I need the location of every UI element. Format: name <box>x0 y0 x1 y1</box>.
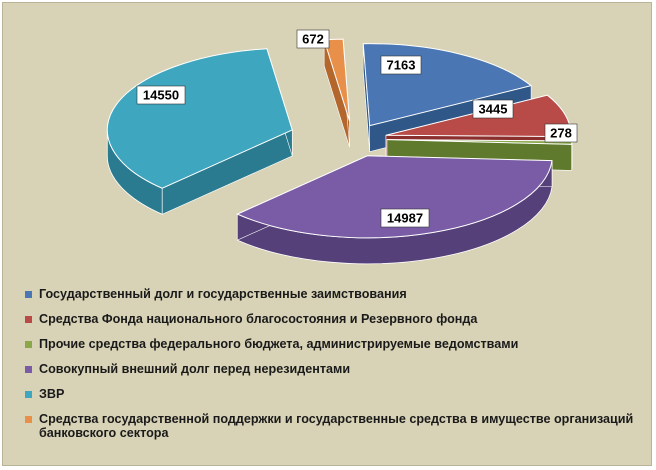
data-label-1: 3445 <box>472 99 514 119</box>
legend-swatch <box>25 366 32 373</box>
data-label-3: 14987 <box>380 208 430 228</box>
legend-item-0: Государственный долг и государственные з… <box>25 287 650 301</box>
legend-label: Совокупный внешний долг перед нерезидент… <box>39 362 351 376</box>
legend-swatch <box>25 391 32 398</box>
legend-item-1: Средства Фонда национального благосостоя… <box>25 312 650 326</box>
data-label-0: 7163 <box>380 55 422 75</box>
legend-swatch <box>25 341 32 348</box>
data-label-5: 672 <box>296 29 330 49</box>
svg-text:14987: 14987 <box>387 211 423 226</box>
data-label-2: 278 <box>544 123 578 143</box>
legend-swatch <box>25 291 32 298</box>
chart-area: 7163 3445 278 14987 14550 672 Государственный… <box>2 2 652 466</box>
legend-item-5: Средства государственной поддержки и гос… <box>25 412 650 440</box>
legend-item-2: Прочие средства федерального бюджета, ад… <box>25 337 650 351</box>
legend-label: Прочие средства федерального бюджета, ад… <box>39 337 519 351</box>
legend-swatch <box>25 316 32 323</box>
legend-label: Средства государственной поддержки и гос… <box>39 412 634 440</box>
legend-item-4: ЗВР <box>25 387 650 401</box>
svg-text:7163: 7163 <box>387 58 416 73</box>
pie-slice-5 <box>323 38 351 148</box>
legend-swatch <box>25 416 32 423</box>
svg-text:672: 672 <box>302 32 324 47</box>
legend-item-3: Совокупный внешний долг перед нерезидент… <box>25 362 650 376</box>
svg-text:14550: 14550 <box>143 88 179 103</box>
legend-label: ЗВР <box>39 387 65 401</box>
svg-text:278: 278 <box>550 126 572 141</box>
legend: Государственный долг и государственные з… <box>25 287 650 451</box>
legend-label: Государственный долг и государственные з… <box>39 287 407 301</box>
legend-label: Средства Фонда национального благосостоя… <box>39 312 478 326</box>
pie-slice-3 <box>236 155 553 265</box>
data-label-4: 14550 <box>136 85 186 105</box>
pie-chart: 7163 3445 278 14987 14550 672 <box>106 29 578 265</box>
pie-slice-4 <box>106 48 293 215</box>
svg-text:3445: 3445 <box>479 102 508 117</box>
